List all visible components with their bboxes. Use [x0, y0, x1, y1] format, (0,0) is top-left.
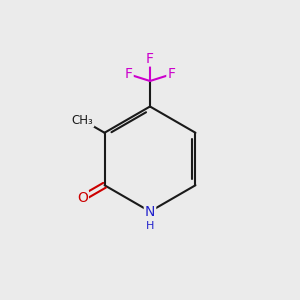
- Text: N: N: [145, 205, 155, 218]
- Text: CH₃: CH₃: [72, 113, 93, 127]
- Text: F: F: [146, 52, 154, 65]
- Text: F: F: [167, 67, 175, 81]
- Text: F: F: [124, 67, 133, 81]
- Text: O: O: [77, 191, 88, 205]
- Text: H: H: [146, 221, 154, 231]
